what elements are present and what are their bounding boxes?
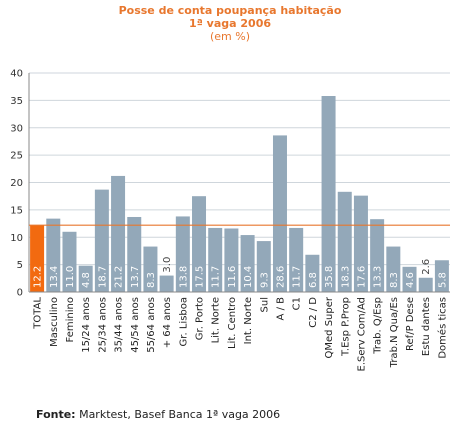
category-label-7: 55/64 anos (146, 297, 157, 353)
value-label-5: 21.2 (114, 266, 125, 288)
value-label-12: 11.6 (227, 266, 238, 288)
bar-22 (386, 246, 401, 292)
bar-23 (402, 266, 417, 292)
y-tick-label-30: 30 (10, 123, 23, 134)
value-label-25: 5.8 (437, 272, 448, 288)
category-label-16: C1 (292, 297, 303, 310)
y-tick-label-0: 0 (17, 288, 23, 299)
y-tick-label-40: 40 (10, 69, 23, 80)
bar-7 (143, 246, 158, 292)
bar-17 (305, 254, 320, 292)
value-label-3: 4.8 (81, 272, 92, 288)
category-label-9: Gr. Lisboa (178, 297, 189, 346)
bar-20 (353, 195, 368, 292)
bar-5 (111, 175, 126, 292)
bar-12 (224, 228, 239, 292)
value-label-21: 13.3 (373, 266, 384, 288)
category-label-2: Feminino (65, 297, 76, 342)
category-label-17: C2 / D (308, 297, 319, 328)
category-label-8: + 64 anos (162, 297, 173, 348)
y-tick-label-15: 15 (10, 205, 23, 216)
category-label-4: 25/34 anos (97, 297, 108, 353)
category-label-10: Gr. Porto (195, 297, 206, 340)
category-label-24: Estu dantes (421, 297, 432, 356)
value-label-2: 11.0 (65, 266, 76, 288)
bar-14 (256, 241, 271, 292)
bar-19 (337, 191, 352, 292)
value-label-18: 35.8 (324, 266, 335, 288)
value-label-9: 13.8 (178, 266, 189, 288)
value-label-23: 4.6 (405, 272, 416, 288)
category-label-22: Trab.N Qua/Es (389, 297, 400, 368)
y-tick-label-35: 35 (10, 96, 23, 107)
category-label-12: Lit. Centro (227, 297, 238, 349)
bar-8 (159, 275, 174, 292)
category-label-5: 35/44 anos (114, 297, 125, 353)
chart-subtitle-line-1: 1ª vaga 2006 (189, 17, 271, 30)
category-label-6: 45/54 anos (130, 297, 141, 353)
chart-subtitle-line-2: (em %) (210, 30, 250, 43)
category-label-3: 15/24 anos (81, 297, 92, 353)
value-label-19: 18.3 (340, 266, 351, 288)
value-label-7: 8.3 (146, 272, 157, 288)
value-label-17: 6.8 (308, 272, 319, 288)
category-label-0: TOTAL (33, 297, 44, 330)
category-label-11: Lit. Norte (211, 297, 222, 343)
value-label-20: 17.6 (356, 266, 367, 288)
bar-15 (272, 135, 287, 292)
bar-11 (208, 227, 223, 292)
value-label-10: 17.5 (195, 266, 206, 288)
value-label-15: 28.6 (275, 266, 286, 288)
chart-title: Posse de conta poupança habitação (119, 4, 342, 17)
source-text: Marktest, Basef Banca 1ª vaga 2006 (75, 408, 281, 421)
category-label-19: T.Esp P.Prop (340, 297, 351, 357)
value-label-11: 11.7 (211, 266, 222, 288)
bar-16 (289, 227, 304, 292)
value-label-6: 13.7 (130, 266, 141, 288)
category-label-25: Domés ticas (436, 297, 448, 359)
bar-25 (434, 260, 449, 292)
bar-13 (240, 235, 255, 292)
category-label-18: QMed Super (324, 296, 335, 358)
plot-area: 0 5 10 15 20 25 30 35 40 12.2 13.4 11.0 4.8 18.7 21.2 1… (10, 69, 450, 371)
bar-3 (78, 265, 93, 292)
value-label-14: 9.3 (259, 272, 270, 288)
category-label-21: Trab. Q/Esp (373, 297, 384, 355)
bar-21 (370, 219, 385, 292)
value-label-22: 8.3 (389, 272, 400, 288)
bar-4 (94, 189, 109, 292)
bar-2 (62, 231, 77, 292)
category-label-23: Ref/P Dese (405, 297, 416, 351)
bar-1 (46, 218, 61, 292)
bar-18 (321, 96, 336, 292)
bar-6 (127, 216, 142, 292)
source-note: Fonte: Marktest, Basef Banca 1ª vaga 200… (36, 408, 280, 421)
source-label: Fonte: (36, 408, 76, 421)
value-label-0: 12.2 (33, 266, 44, 288)
category-label-13: Int. Norte (243, 297, 254, 344)
value-label-4: 18.7 (97, 266, 108, 288)
bar-0 (30, 225, 45, 292)
category-label-14: Sul (259, 297, 270, 312)
y-tick-label-10: 10 (10, 233, 23, 244)
bar-24 (418, 277, 433, 292)
y-tick-label-20: 20 (10, 178, 23, 189)
y-tick-label-25: 25 (10, 151, 23, 162)
value-label-13: 10.4 (243, 266, 254, 288)
category-label-1: Masculino (49, 297, 60, 347)
bar-chart: Posse de conta poupança habitação 1ª vag… (10, 4, 450, 371)
y-tick-label-5: 5 (17, 260, 23, 271)
value-label-24: 2.6 (421, 259, 432, 275)
value-label-1: 13.4 (49, 266, 60, 288)
bar-9 (175, 216, 190, 292)
category-label-20: E.Serv Com/Ad (356, 297, 367, 371)
value-label-16: 11.7 (292, 266, 303, 288)
bar-10 (192, 196, 207, 292)
value-label-8: 3.0 (162, 257, 173, 273)
category-label-15: A / B (275, 297, 286, 321)
